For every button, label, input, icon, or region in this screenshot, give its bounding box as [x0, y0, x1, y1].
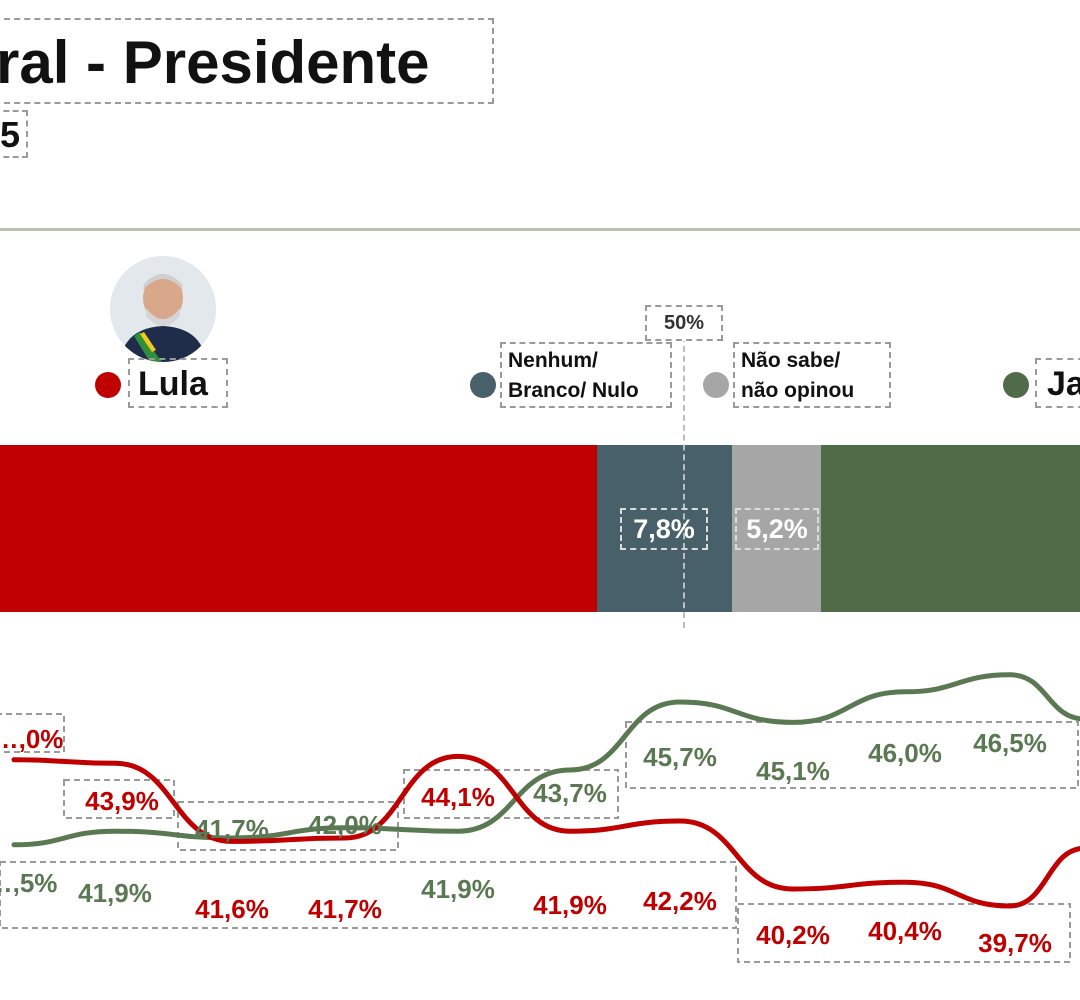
legend-label-nenhum-line1: Nenhum/ — [508, 349, 598, 372]
label-box-ja-top — [625, 721, 1079, 789]
ja-label-1: …,5% — [0, 868, 57, 898]
legend-label-ja: Ja — [1035, 358, 1080, 408]
legend-label-lula: Lula — [128, 358, 228, 408]
series-line-ja — [11, 672, 1080, 848]
ja-label-3: 41,7% — [195, 814, 269, 844]
legend-dot-ja — [1003, 372, 1029, 398]
trend-line-chart: …,5% 41,9% 41,7% 42,0% 41,9% 43,7% 45,7% 45,1% 4… — [0, 672, 1080, 963]
lula-label-10: 39,7% — [978, 928, 1052, 958]
lula-label-2: 43,9% — [85, 786, 159, 816]
series-labels-lula: …,0% 43,9% 41,6% 41,7% 44,1% 41,9% 42,2% 40,2% 4… — [0, 724, 1052, 958]
fifty-percent-reference-line — [683, 336, 685, 628]
label-box-lula-2 — [63, 779, 175, 819]
ja-label-4: 42,0% — [308, 810, 382, 840]
label-box-bottom — [0, 861, 737, 929]
bar-segment-ja — [821, 445, 1080, 612]
lula-label-4: 41,7% — [308, 894, 382, 924]
header-divider — [0, 228, 1080, 231]
lula-label-6: 41,9% — [533, 890, 607, 920]
lula-label-3: 41,6% — [195, 894, 269, 924]
lula-label-5: 44,1% — [421, 782, 495, 812]
label-box-ja-3-4 — [177, 801, 399, 851]
chart-title: ral - Presidente — [0, 18, 494, 104]
chart-subtitle: 5 — [0, 110, 28, 158]
ja-label-7: 45,7% — [643, 742, 717, 772]
bar-segment-nenhum — [597, 445, 732, 612]
legend-label-nenhum-line2: Branco/ Nulo — [508, 379, 639, 402]
lula-label-8: 40,2% — [756, 920, 830, 950]
bar-segment-naosabe — [732, 445, 821, 612]
ja-label-8: 45,1% — [756, 756, 830, 786]
lula-label-9: 40,4% — [868, 916, 942, 946]
label-box-lula-1 — [0, 713, 65, 753]
lula-label-1: …,0% — [0, 724, 63, 754]
bar-value-naosabe: 5,2% — [735, 508, 819, 550]
candidate-photo-lula — [110, 256, 216, 362]
legend-label-naosabe-line1: Não sabe/ — [741, 349, 841, 372]
legend-dot-nenhum — [470, 372, 496, 398]
series-labels-ja: …,5% 41,9% 41,7% 42,0% 41,9% 43,7% 45,7% 45,1% 4… — [0, 728, 1047, 908]
legend-dot-naosabe — [703, 372, 729, 398]
legend-label-naosabe-line2: não opinou — [741, 379, 855, 402]
person-avatar-icon — [110, 256, 216, 362]
legend-label-naosabe: Não sabe/ não opinou — [733, 342, 891, 408]
series-line-lula — [11, 753, 1080, 909]
fifty-percent-label: 50% — [645, 305, 723, 341]
ja-label-10: 46,5% — [973, 728, 1047, 758]
label-box-lula-low — [737, 903, 1071, 963]
ja-label-6: 43,7% — [533, 778, 607, 808]
bar-value-nenhum: 7,8% — [620, 508, 708, 550]
ja-label-2: 41,9% — [78, 878, 152, 908]
lula-label-7: 42,2% — [643, 886, 717, 916]
ja-label-5: 41,9% — [421, 874, 495, 904]
legend-dot-lula — [95, 372, 121, 398]
ja-label-9: 46,0% — [868, 738, 942, 768]
legend-label-nenhum: Nenhum/ Branco/ Nulo — [500, 342, 672, 408]
bar-segment-lula — [0, 445, 597, 612]
